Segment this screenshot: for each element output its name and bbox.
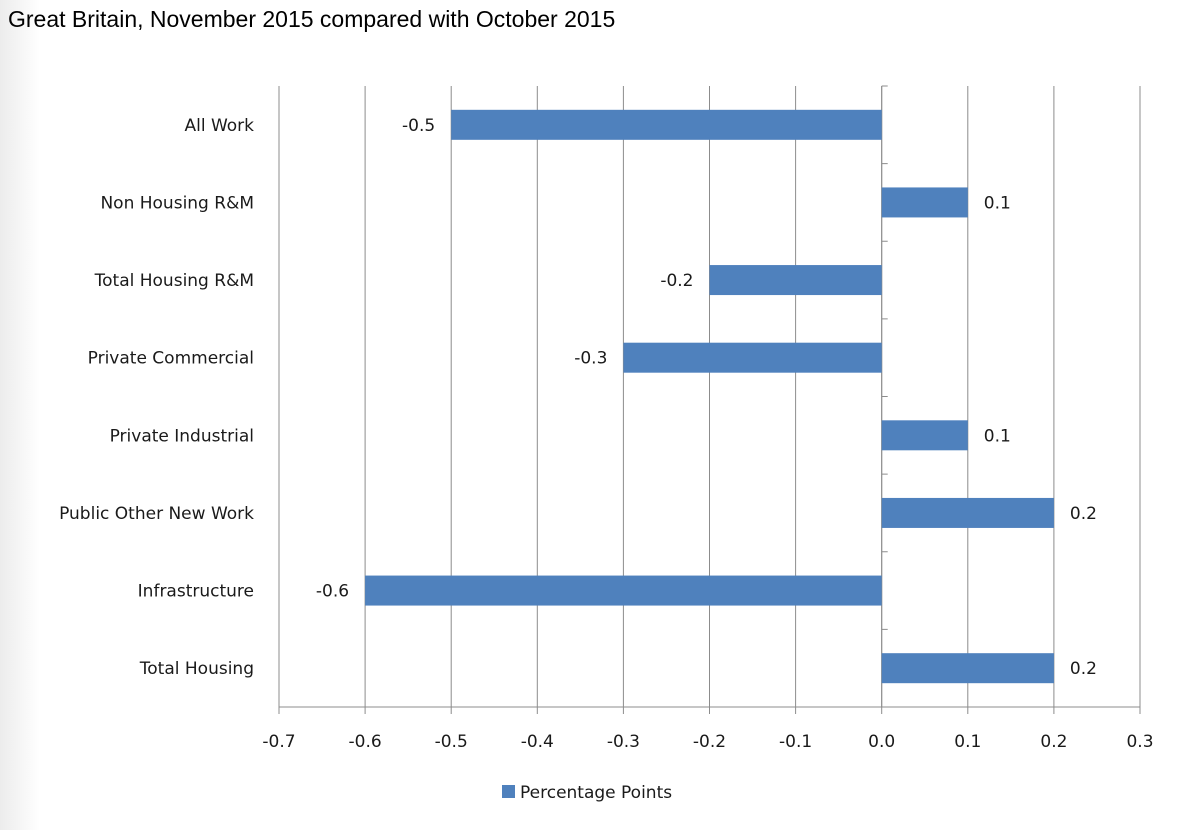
- bar: [709, 265, 882, 296]
- x-tick-label: -0.3: [607, 732, 640, 752]
- bar: [881, 497, 1054, 528]
- bar: [451, 109, 882, 140]
- bar: [623, 342, 882, 373]
- data-label: -0.3: [574, 349, 607, 369]
- x-tick-label: 0.3: [1126, 732, 1153, 752]
- data-label: 0.1: [984, 193, 1011, 213]
- gridlines: [278, 86, 1141, 707]
- category-label: Public Other New Work: [59, 504, 254, 524]
- bar: [881, 653, 1054, 684]
- x-tick-label: -0.4: [521, 732, 554, 752]
- x-tick-label: -0.5: [435, 732, 468, 752]
- category-label: Non Housing R&M: [100, 193, 254, 213]
- category-label: Total Housing: [139, 659, 254, 679]
- data-label: 0.1: [984, 426, 1011, 446]
- bar: [365, 575, 882, 606]
- axes: -0.7 -0.6 -0.5 -0.4 -0.3 -0.2 -0.1 0.0 0.1 0.2 0.3: [262, 85, 1154, 752]
- bar: [881, 187, 968, 218]
- legend-label: Percentage Points: [520, 783, 672, 803]
- bars: [365, 109, 1054, 684]
- x-tick-label: 0.1: [954, 732, 981, 752]
- legend-swatch: [502, 785, 515, 798]
- bar: [881, 420, 968, 451]
- data-label: 0.2: [1070, 504, 1097, 524]
- category-label: Total Housing R&M: [94, 271, 254, 291]
- category-label: Infrastructure: [138, 582, 254, 602]
- x-tick-label: 0.0: [868, 732, 895, 752]
- data-label: -0.6: [316, 582, 349, 602]
- legend: Percentage Points: [502, 783, 672, 803]
- category-label: Private Industrial: [110, 426, 254, 446]
- chart-title: Great Britain, November 2015 compared wi…: [8, 6, 616, 32]
- data-label: -0.5: [402, 116, 435, 136]
- labels: All Work -0.5 Non Housing R&M 0.1 Total Hous…: [59, 116, 1097, 679]
- data-label: -0.2: [660, 271, 693, 291]
- x-tick-label: 0.2: [1040, 732, 1067, 752]
- x-tick-label: -0.6: [349, 732, 382, 752]
- category-label: Private Commercial: [88, 349, 254, 369]
- x-tick-label: -0.1: [779, 732, 812, 752]
- data-label: 0.2: [1070, 659, 1097, 679]
- category-label: All Work: [184, 116, 254, 136]
- x-tick-label: -0.7: [262, 732, 295, 752]
- x-tick-label: -0.2: [693, 732, 726, 752]
